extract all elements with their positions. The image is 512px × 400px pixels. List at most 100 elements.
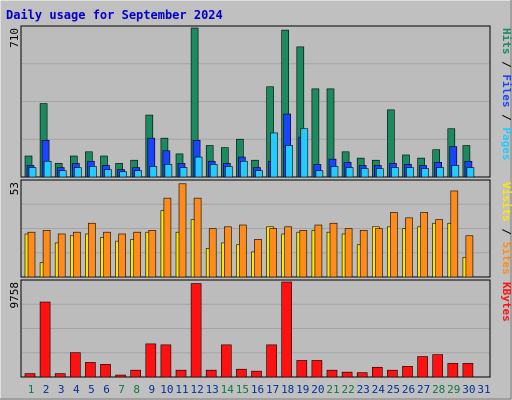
bar-pages-day-28 — [436, 167, 445, 178]
x-tick-label-day-19: 19 — [296, 383, 309, 396]
legend-pages: Pages — [500, 127, 512, 160]
x-tick-label-day-11: 11 — [175, 383, 188, 396]
bar-sites-day-10 — [163, 197, 172, 278]
x-tick-label-day-31: 31 — [477, 383, 490, 396]
x-tick-label-day-22: 22 — [341, 383, 354, 396]
bar-kbytes-day-28 — [432, 354, 444, 378]
bar-sites-day-11 — [178, 183, 187, 278]
x-tick-label-day-8: 8 — [133, 383, 140, 396]
x-tick-label-day-25: 25 — [387, 383, 400, 396]
bar-pages-day-8 — [134, 170, 142, 178]
bar-pages-day-16 — [255, 170, 263, 178]
legend-hits: Hits — [500, 28, 512, 55]
x-tick-label-day-12: 12 — [190, 383, 203, 396]
x-tick-label-day-27: 27 — [417, 383, 430, 396]
bar-pages-day-9 — [149, 166, 158, 178]
bar-sites-day-25 — [390, 212, 398, 278]
bar-kbytes-day-6 — [100, 364, 111, 378]
bar-kbytes-day-10 — [160, 344, 172, 378]
bar-hits-day-20 — [311, 88, 320, 178]
bar-sites-day-12 — [193, 197, 202, 278]
bar-sites-day-18 — [284, 226, 293, 278]
legend-visits: Visits — [500, 182, 512, 222]
x-tick-label-day-7: 7 — [118, 383, 125, 396]
x-tick-label-day-9: 9 — [148, 383, 155, 396]
bar-kbytes-day-19 — [296, 360, 308, 378]
x-tick-label-day-18: 18 — [281, 383, 294, 396]
bar-sites-day-5 — [88, 222, 96, 278]
bar-pages-day-24 — [375, 168, 384, 178]
bar-pages-day-18 — [285, 145, 294, 178]
bar-sites-day-21 — [329, 222, 338, 278]
bar-pages-day-10 — [164, 164, 173, 178]
bar-sites-day-29 — [450, 190, 459, 278]
bar-kbytes-day-25 — [387, 369, 398, 378]
bar-pages-day-14 — [225, 166, 233, 178]
legend-kbytes: KBytes — [500, 282, 512, 322]
bar-pages-day-26 — [406, 167, 414, 178]
bar-sites-day-26 — [405, 217, 413, 278]
bar-sites-day-3 — [57, 233, 66, 278]
x-tick-label-day-3: 3 — [58, 383, 65, 396]
bar-sites-day-7 — [118, 233, 126, 278]
x-tick-label-day-26: 26 — [402, 383, 415, 396]
bar-pages-day-5 — [89, 166, 97, 178]
chart-title: Daily usage for September 2024 — [6, 8, 223, 22]
bar-pages-day-15 — [240, 160, 248, 178]
bar-kbytes-day-20 — [311, 360, 323, 378]
bar-kbytes-day-29 — [447, 363, 459, 378]
bar-sites-day-23 — [359, 230, 368, 278]
bar-sites-day-22 — [344, 228, 353, 278]
bar-sites-day-30 — [465, 235, 474, 278]
bar-kbytes-day-8 — [130, 369, 141, 378]
x-tick-label-day-16: 16 — [251, 383, 264, 396]
bar-kbytes-day-2 — [39, 301, 51, 378]
bar-sites-day-16 — [254, 239, 262, 278]
bar-kbytes-day-14 — [221, 344, 232, 378]
bar-kbytes-day-15 — [236, 368, 247, 378]
bar-kbytes-day-12 — [190, 283, 202, 378]
bar-pages-day-23 — [360, 168, 369, 178]
bar-pages-day-13 — [209, 164, 218, 178]
bar-kbytes-day-26 — [402, 365, 413, 378]
bar-pages-day-29 — [451, 165, 460, 178]
x-tick-label-day-6: 6 — [103, 383, 110, 396]
bar-pages-day-27 — [421, 168, 429, 178]
legend-sep: / — [500, 108, 512, 128]
bar-sites-day-28 — [435, 219, 444, 278]
bar-pages-day-6 — [104, 169, 112, 178]
bar-pages-day-20 — [315, 170, 324, 178]
bar-sites-day-20 — [314, 224, 323, 278]
x-tick-label-day-30: 30 — [462, 383, 475, 396]
bar-sites-day-4 — [73, 231, 81, 278]
bar-kbytes-day-27 — [417, 356, 428, 378]
bar-sites-day-14 — [224, 226, 232, 278]
x-tick-label-day-17: 17 — [266, 383, 279, 396]
bar-pages-day-7 — [119, 171, 127, 178]
bar-pages-day-11 — [179, 167, 188, 178]
bar-kbytes-day-23 — [356, 372, 368, 378]
bar-sites-day-8 — [133, 231, 141, 278]
x-tick-label-day-14: 14 — [221, 383, 235, 396]
ymax-label-kbytes: 9758 — [8, 282, 21, 309]
legend-sites: Sites — [500, 242, 512, 275]
bar-sites-day-15 — [239, 224, 247, 278]
bar-kbytes-day-24 — [371, 366, 383, 378]
bar-pages-day-3 — [58, 170, 67, 178]
ymax-label-hits: 710 — [8, 28, 21, 48]
x-tick-label-day-4: 4 — [73, 383, 80, 396]
x-tick-label-day-15: 15 — [236, 383, 249, 396]
bar-sites-day-6 — [103, 231, 111, 278]
bar-sites-day-1 — [27, 231, 36, 278]
x-tick-label-day-24: 24 — [372, 383, 386, 396]
legend-kbytes: KBytes — [500, 282, 512, 322]
bar-pages-day-19 — [300, 128, 309, 178]
bar-kbytes-day-13 — [205, 369, 217, 378]
x-tick-label-day-28: 28 — [432, 383, 445, 396]
legend-files: Files — [500, 74, 512, 107]
x-tick-label-day-23: 23 — [357, 383, 370, 396]
bar-pages-day-25 — [391, 167, 399, 178]
bar-pages-day-4 — [74, 167, 82, 178]
x-tick-label-day-2: 2 — [43, 383, 50, 396]
